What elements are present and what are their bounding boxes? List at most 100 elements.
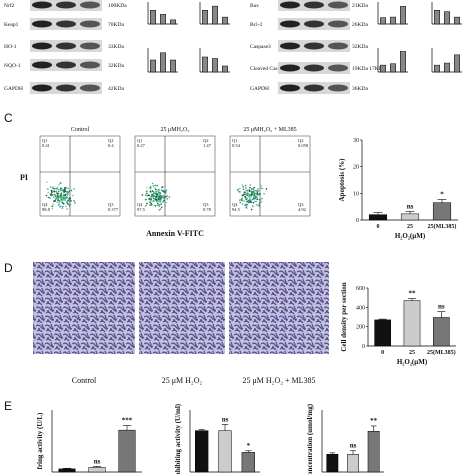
- event-dot: [57, 203, 60, 206]
- event-dot: [148, 198, 151, 200]
- event-dot: [145, 205, 147, 207]
- x-tick-label: 0: [377, 224, 380, 230]
- significance: ns: [350, 442, 357, 450]
- quadrant-name: Q4: [137, 202, 143, 207]
- event-dot: [73, 187, 75, 190]
- significance: ns: [94, 457, 101, 465]
- y-tick-label: 0: [356, 218, 359, 224]
- event-dot: [57, 190, 60, 193]
- size-label: 19KDa 17KDa: [352, 66, 386, 72]
- event-dot: [158, 205, 161, 208]
- significance: ns: [407, 202, 414, 210]
- event-dot: [158, 195, 161, 198]
- event-dot: [153, 191, 156, 194]
- event-dot: [158, 192, 161, 195]
- blot-band: [32, 20, 52, 28]
- event-dot: [154, 204, 157, 207]
- event-dot: [155, 190, 157, 193]
- event-dot: [244, 184, 247, 187]
- event-dot: [257, 188, 259, 190]
- event-dot: [55, 197, 58, 199]
- event-dot: [60, 194, 62, 196]
- event-dot: [64, 194, 66, 196]
- blot-band: [304, 64, 324, 72]
- event-dot: [152, 200, 155, 202]
- event-dot: [253, 200, 256, 203]
- x-axis-label: H₂O₂(μM): [395, 232, 426, 240]
- event-dot: [245, 206, 248, 209]
- event-dot: [58, 196, 60, 199]
- event-dot: [257, 189, 260, 192]
- bar: [170, 19, 176, 25]
- blot-band: [280, 42, 300, 50]
- event-dot: [245, 187, 247, 189]
- event-dot: [241, 184, 244, 186]
- event-dot: [158, 209, 161, 211]
- event-dot: [237, 190, 240, 193]
- event-dot: [53, 199, 56, 202]
- event-dot: [46, 181, 48, 183]
- event-dot: [59, 205, 61, 208]
- blot-band: [328, 1, 348, 9]
- event-dot: [247, 189, 249, 192]
- quadrant-value: 0.41: [42, 143, 50, 148]
- event-dot: [60, 192, 63, 195]
- event-dot: [160, 189, 163, 191]
- significance: **: [409, 290, 417, 298]
- event-dot: [247, 194, 250, 197]
- x-axis-label: Annexin V-FITC: [146, 229, 204, 238]
- size-label: 26KDa: [352, 22, 368, 28]
- event-dot: [54, 198, 57, 201]
- quadrant-value: 0.54: [232, 143, 241, 148]
- quadrant-value: 97.5: [137, 207, 146, 212]
- blot-band: [280, 84, 300, 92]
- caption: Control: [72, 376, 97, 385]
- blot-band: [328, 42, 348, 50]
- blot-band: [56, 42, 76, 50]
- panel-label: D: [4, 261, 13, 275]
- event-dot: [252, 201, 255, 204]
- event-dot: [251, 204, 254, 207]
- bar: [88, 467, 106, 473]
- bar: [444, 11, 450, 25]
- event-dot: [248, 196, 251, 199]
- y-tick-label: 0: [362, 344, 365, 350]
- bar: [212, 58, 218, 73]
- event-dot: [63, 188, 66, 191]
- event-dot: [51, 207, 54, 210]
- blot-band: [280, 64, 300, 72]
- caption: 25 μM H₂O₂ + ML385: [242, 376, 315, 385]
- bar: [218, 430, 232, 473]
- bar: [444, 62, 450, 73]
- event-dot: [261, 197, 263, 200]
- event-dot: [60, 200, 63, 202]
- event-dot: [239, 187, 241, 190]
- event-dot: [51, 191, 53, 194]
- significance: *: [440, 190, 444, 198]
- protein-label: NQO-1: [4, 63, 21, 69]
- event-dot: [158, 198, 161, 201]
- event-dot: [58, 201, 61, 204]
- event-dot: [248, 195, 251, 198]
- event-dot: [51, 187, 54, 189]
- event-dot: [67, 203, 70, 205]
- event-dot: [156, 195, 159, 198]
- event-dot: [57, 192, 59, 195]
- event-dot: [62, 202, 65, 205]
- significance: ns: [222, 415, 229, 423]
- event-dot: [49, 194, 52, 196]
- protein-label: Caspase3: [250, 44, 271, 50]
- event-dot: [160, 206, 163, 209]
- protein-label: GAPDH: [4, 86, 23, 92]
- bar: [374, 319, 391, 347]
- event-dot: [157, 191, 160, 193]
- bar: [390, 63, 396, 73]
- event-dot: [149, 185, 152, 188]
- event-dot: [237, 188, 239, 191]
- event-dot: [156, 184, 158, 187]
- event-dot: [245, 197, 247, 199]
- event-dot: [153, 204, 156, 207]
- blot-band: [32, 84, 52, 92]
- event-dot: [148, 194, 150, 197]
- panel-label: C: [4, 111, 13, 125]
